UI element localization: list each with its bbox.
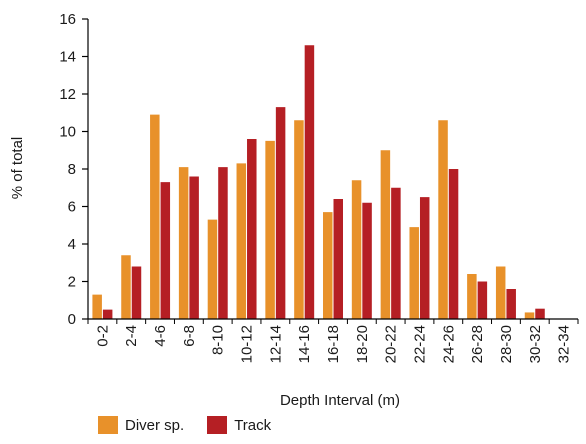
x-axis-ticks: 0-2 2-4 4-6 6-8 8-10 10-12 12-14 14-16 16-18 18-2… xyxy=(87,319,579,363)
legend: Diver sp. Track xyxy=(98,416,294,434)
y-tick-label: 14 xyxy=(59,49,76,66)
x-tick-label: 32-34 xyxy=(556,325,573,363)
x-tick-label: 6-8 xyxy=(181,325,198,347)
y-axis-label: % of total xyxy=(9,137,26,200)
bar-series-2 xyxy=(419,197,430,319)
x-tick-label: 2-4 xyxy=(123,325,140,347)
x-tick-label: 4-6 xyxy=(152,325,169,347)
x-tick-label: 28-30 xyxy=(498,325,515,363)
x-tick-label: 20-22 xyxy=(383,325,400,363)
bar-series-2 xyxy=(333,199,343,319)
bar-series-2 xyxy=(247,139,257,319)
bar-series-1 xyxy=(121,255,131,319)
x-axis-label: Depth Interval (m) xyxy=(280,392,400,409)
legend-item-series-1: Diver sp. xyxy=(98,416,184,434)
bar-series-2 xyxy=(391,187,401,319)
bar-series-2 xyxy=(304,45,315,319)
legend-item-series-2: Track xyxy=(207,416,271,434)
bar-series-1 xyxy=(236,163,247,319)
x-tick-label: 16-18 xyxy=(325,325,342,363)
legend-label-series-2: Track xyxy=(234,416,272,434)
bar-series-2 xyxy=(160,182,171,319)
y-axis-label-group: % of total xyxy=(9,137,26,200)
x-tick-label: 26-28 xyxy=(469,325,486,363)
x-tick-label: 24-26 xyxy=(440,325,457,363)
bar-series-2 xyxy=(131,266,142,319)
y-tick-label: 12 xyxy=(59,86,76,103)
x-tick-label: 22-24 xyxy=(411,325,428,363)
bar-series-1 xyxy=(409,227,419,319)
bar-series-2 xyxy=(448,169,459,319)
legend-swatch-series-2 xyxy=(207,416,228,434)
bar-series-1 xyxy=(265,140,275,319)
x-tick-label: 8-10 xyxy=(210,325,227,355)
y-tick-label: 0 xyxy=(68,311,76,328)
x-tick-label: 30-32 xyxy=(527,325,544,363)
bar-series-2 xyxy=(218,167,228,319)
bars xyxy=(92,45,545,319)
bar-series-2 xyxy=(189,176,199,319)
bar-series-1 xyxy=(92,294,102,319)
bar-series-2 xyxy=(506,289,516,319)
bar-series-2 xyxy=(477,281,488,319)
bar-series-1 xyxy=(495,266,506,319)
y-tick-label: 8 xyxy=(68,161,76,178)
bar-series-1 xyxy=(438,120,448,319)
bar-series-1 xyxy=(380,150,391,319)
y-tick-label: 6 xyxy=(68,199,76,216)
bar-series-1 xyxy=(178,167,189,319)
bar-series-1 xyxy=(207,219,218,319)
legend-swatch-series-1 xyxy=(98,416,118,434)
bar-series-1 xyxy=(524,312,535,319)
bar-series-2 xyxy=(535,308,545,319)
y-tick-label: 2 xyxy=(68,274,76,291)
bar-series-1 xyxy=(467,274,477,319)
y-tick-label: 16 xyxy=(59,11,76,28)
bar-series-2 xyxy=(362,202,372,319)
bar-series-1 xyxy=(150,114,160,319)
y-tick-label: 4 xyxy=(68,236,76,253)
x-tick-label: 18-20 xyxy=(354,325,371,363)
x-tick-label: 12-14 xyxy=(267,325,284,363)
bar-series-2 xyxy=(102,309,113,319)
x-tick-label: 10-12 xyxy=(239,325,256,363)
y-tick-label: 10 xyxy=(59,124,76,141)
x-tick-label: 0-2 xyxy=(94,325,111,347)
bar-series-1 xyxy=(323,212,333,319)
bar-series-1 xyxy=(294,120,304,319)
y-axis-ticks: 0 2 4 6 8 10 12 14 16 xyxy=(59,11,88,328)
bar-series-1 xyxy=(351,180,362,319)
legend-label-series-1: Diver sp. xyxy=(125,416,185,434)
x-tick-label: 14-16 xyxy=(296,325,313,363)
bar-series-2 xyxy=(275,107,286,319)
